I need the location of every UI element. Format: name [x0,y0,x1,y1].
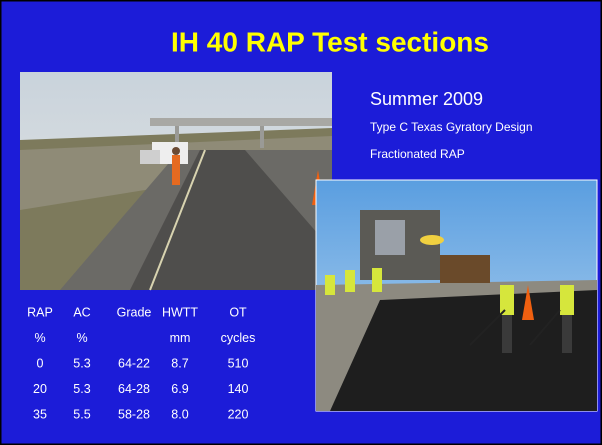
subtitle: Summer 2009 [370,89,483,109]
slide-title: IH 40 RAP Test sections [171,26,489,57]
table-cell: 5.3 [73,356,90,370]
table-header-cell: RAP [27,305,53,319]
table-cell: 35 [33,407,47,421]
description-line: Fractionated RAP [370,147,465,161]
table-header-cell: mm [170,331,191,345]
table-cell: 0 [37,356,44,370]
table-cell: 8.7 [171,356,188,370]
table-cell: 64-22 [118,356,150,370]
table-header-cell: cycles [221,331,256,345]
table-header-cell: OT [229,305,247,319]
table-cell: 20 [33,382,47,396]
table-cell: 140 [228,382,249,396]
photo-highway [20,72,332,290]
table-cell: 5.3 [73,382,90,396]
table-cell: 5.5 [73,407,90,421]
table-header-cell: Grade [117,305,152,319]
table-cell: 64-28 [118,382,150,396]
slide: IH 40 RAP Test sections [0,0,602,445]
table-header-cell: AC [73,305,90,319]
table-cell: 220 [228,407,249,421]
table-cell: 8.0 [171,407,188,421]
table-header-cell: % [76,331,87,345]
table-cell: 6.9 [171,382,188,396]
table-cell: 510 [228,356,249,370]
photo-paving-crew [316,180,597,411]
table-header-cell: HWTT [162,305,198,319]
table-cell: 58-28 [118,407,150,421]
description-line: Type C Texas Gyratory Design [370,120,533,134]
table-header-cell: % [34,331,45,345]
